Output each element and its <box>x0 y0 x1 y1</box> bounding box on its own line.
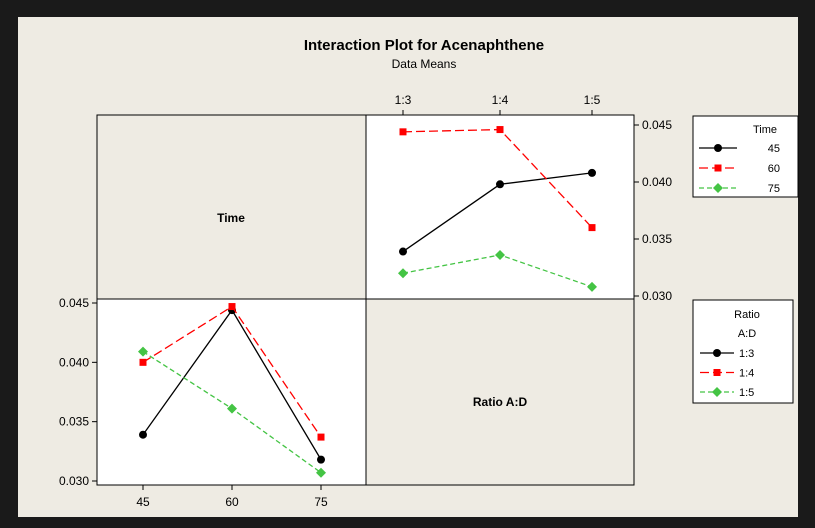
data-point-45-1:3 <box>399 247 407 256</box>
data-point-1:4-60 <box>228 303 236 311</box>
legend-ratio-title-2: A:D <box>738 328 756 340</box>
data-point-60-1:5 <box>588 224 596 232</box>
legend-label-60: 60 <box>768 163 780 175</box>
legend-marker-60 <box>714 164 722 172</box>
y-tick-label: 0.035 <box>59 415 89 429</box>
legend-marker-75 <box>713 183 723 193</box>
legend-ratio-box <box>692 299 794 404</box>
chart-title: Interaction Plot for Acenaphthene <box>304 37 544 54</box>
data-point-75-1:3 <box>398 268 408 279</box>
legend-label-45: 45 <box>768 143 780 155</box>
data-point-1:5-60 <box>227 403 237 414</box>
panel-time-label <box>96 114 367 300</box>
data-point-75-1:4 <box>495 249 505 260</box>
legend-label-75: 75 <box>768 183 780 195</box>
x-tick-label: 1:5 <box>584 93 601 107</box>
x-tick-label: 60 <box>225 495 239 509</box>
y-tick-label: 0.030 <box>642 289 672 303</box>
x-tick-label: 1:4 <box>492 93 509 107</box>
data-point-1:4-75 <box>317 433 325 441</box>
x-tick-label: 1:3 <box>395 93 412 107</box>
data-point-60-1:3 <box>399 128 407 136</box>
data-point-45-1:5 <box>588 168 596 177</box>
x-tick-label: 45 <box>136 495 150 509</box>
chart-subtitle: Data Means <box>392 57 457 71</box>
data-point-75-1:5 <box>587 281 597 292</box>
data-point-1:3-75 <box>317 455 325 464</box>
y-tick-label: 0.045 <box>642 118 672 132</box>
panel-bottom-left-plot <box>96 298 367 486</box>
data-point-1:5-75 <box>316 467 326 478</box>
legend-time-box <box>692 115 799 198</box>
legend-label-1:5: 1:5 <box>739 387 754 399</box>
bottom-left-chart: 45 60 75 0.030 0.035 0.040 0.045 <box>59 296 328 509</box>
data-point-1:3-45 <box>139 430 147 439</box>
data-point-60-1:4 <box>496 126 504 134</box>
data-point-1:4-45 <box>139 358 147 366</box>
legend-label-1:4: 1:4 <box>739 368 754 380</box>
data-point-1:5-45 <box>138 346 148 357</box>
y-tick-label: 0.040 <box>59 355 89 369</box>
y-tick-label: 0.035 <box>642 232 672 246</box>
legend-time-title: Time <box>753 124 777 136</box>
top-right-chart: 1:3 1:4 1:5 0.030 0.035 0.040 0.045 <box>395 93 673 303</box>
y-tick-label: 0.030 <box>59 474 89 488</box>
y-tick-label: 0.045 <box>59 296 89 310</box>
legend-ratio: Ratio A:D 1:3 1:4 1:5 <box>692 299 794 404</box>
factor-label-time: Time <box>217 211 245 225</box>
legend-ratio-title-1: Ratio <box>734 309 760 321</box>
legend-time: Time 45 60 75 <box>692 115 799 198</box>
data-point-45-1:4 <box>496 180 504 189</box>
y-tick-label: 0.040 <box>642 175 672 189</box>
factor-label-ratio: Ratio A:D <box>473 395 528 409</box>
legend-marker-1:3 <box>713 349 721 357</box>
legend-marker-1:4 <box>713 369 721 376</box>
x-tick-label: 75 <box>314 495 328 509</box>
legend-label-1:3: 1:3 <box>739 348 754 360</box>
legend-marker-45 <box>714 144 722 152</box>
legend-marker-1:5 <box>712 387 722 397</box>
panel-top-right-plot <box>365 114 635 300</box>
panel-ratio-label <box>365 298 635 486</box>
